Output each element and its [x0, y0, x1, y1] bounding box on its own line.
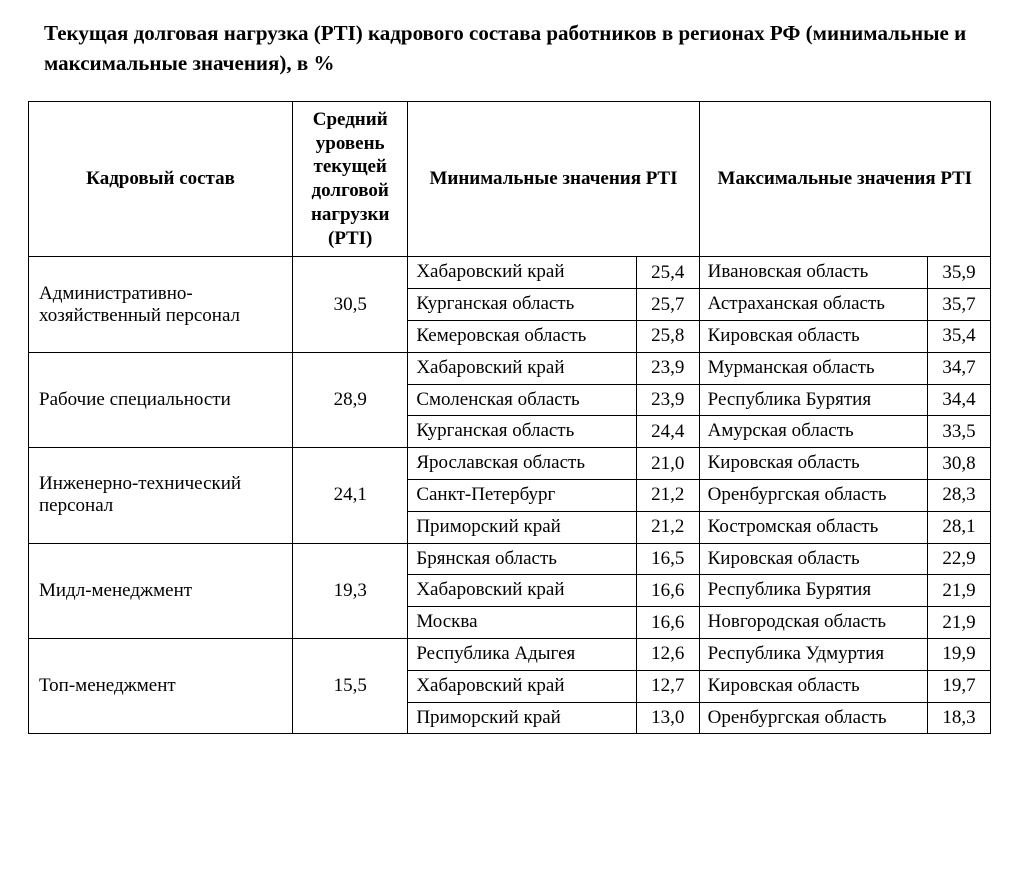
cell-min-value: 13,0 [636, 702, 699, 734]
cell-max-value: 21,9 [928, 575, 991, 607]
cell-min-region: Приморский край [408, 511, 636, 543]
cell-max-value: 18,3 [928, 702, 991, 734]
cell-max-value: 35,9 [928, 257, 991, 289]
cell-min-value: 21,0 [636, 448, 699, 480]
cell-avg: 30,5 [293, 257, 408, 352]
table-header-row: Кадровый состав Средний уровень текущей … [29, 101, 991, 257]
th-max: Максимальные значения PTI [699, 101, 990, 257]
cell-max-region: Мурманская область [699, 352, 927, 384]
cell-min-value: 12,7 [636, 670, 699, 702]
th-min: Минимальные значения PTI [408, 101, 699, 257]
cell-min-value: 21,2 [636, 511, 699, 543]
cell-max-region: Астраханская область [699, 289, 927, 321]
cell-max-value: 34,7 [928, 352, 991, 384]
cell-min-region: Республика Адыгея [408, 638, 636, 670]
table-row: Административно-хозяйственный персонал30… [29, 257, 991, 289]
cell-category: Инженерно-технический персонал [29, 448, 293, 543]
cell-min-value: 16,6 [636, 607, 699, 639]
table-row: Рабочие специальности28,9Хабаровский кра… [29, 352, 991, 384]
cell-max-region: Оренбургская область [699, 479, 927, 511]
cell-max-value: 35,4 [928, 320, 991, 352]
cell-max-region: Кировская область [699, 448, 927, 480]
cell-min-region: Смоленская область [408, 384, 636, 416]
cell-min-value: 21,2 [636, 479, 699, 511]
th-avg: Средний уровень текущей долговой нагрузк… [293, 101, 408, 257]
cell-min-value: 16,5 [636, 543, 699, 575]
cell-max-region: Республика Бурятия [699, 384, 927, 416]
cell-min-value: 25,7 [636, 289, 699, 321]
cell-category: Административно-хозяйственный персонал [29, 257, 293, 352]
cell-avg: 15,5 [293, 638, 408, 733]
cell-min-value: 23,9 [636, 384, 699, 416]
cell-min-region: Курганская область [408, 289, 636, 321]
cell-min-value: 25,8 [636, 320, 699, 352]
cell-min-value: 12,6 [636, 638, 699, 670]
table-row: Топ-менеджмент15,5Республика Адыгея12,6Р… [29, 638, 991, 670]
cell-avg: 28,9 [293, 352, 408, 447]
table-row: Инженерно-технический персонал24,1Яросла… [29, 448, 991, 480]
cell-avg: 24,1 [293, 448, 408, 543]
cell-min-region: Приморский край [408, 702, 636, 734]
cell-min-value: 25,4 [636, 257, 699, 289]
cell-min-region: Курганская область [408, 416, 636, 448]
cell-min-value: 24,4 [636, 416, 699, 448]
cell-max-region: Республика Бурятия [699, 575, 927, 607]
cell-min-value: 16,6 [636, 575, 699, 607]
cell-max-value: 21,9 [928, 607, 991, 639]
cell-max-region: Ивановская область [699, 257, 927, 289]
cell-min-region: Санкт-Петербург [408, 479, 636, 511]
cell-min-region: Хабаровский край [408, 670, 636, 702]
cell-max-region: Кировская область [699, 670, 927, 702]
table-row: Мидл-менеджмент19,3Брянская область16,5К… [29, 543, 991, 575]
cell-max-value: 34,4 [928, 384, 991, 416]
cell-max-region: Костромская область [699, 511, 927, 543]
cell-min-region: Брянская область [408, 543, 636, 575]
cell-min-region: Москва [408, 607, 636, 639]
cell-max-value: 22,9 [928, 543, 991, 575]
cell-min-region: Кемеровская область [408, 320, 636, 352]
cell-max-value: 33,5 [928, 416, 991, 448]
cell-category: Мидл-менеджмент [29, 543, 293, 638]
cell-max-region: Республика Удмуртия [699, 638, 927, 670]
cell-min-region: Хабаровский край [408, 352, 636, 384]
cell-category: Топ-менеджмент [29, 638, 293, 733]
cell-max-region: Амурская область [699, 416, 927, 448]
cell-min-region: Хабаровский край [408, 575, 636, 607]
cell-category: Рабочие специальности [29, 352, 293, 447]
th-category: Кадровый состав [29, 101, 293, 257]
cell-max-value: 19,7 [928, 670, 991, 702]
cell-max-region: Кировская область [699, 320, 927, 352]
cell-min-region: Хабаровский край [408, 257, 636, 289]
cell-min-value: 23,9 [636, 352, 699, 384]
cell-max-region: Оренбургская область [699, 702, 927, 734]
cell-max-value: 19,9 [928, 638, 991, 670]
cell-max-region: Кировская область [699, 543, 927, 575]
cell-max-value: 28,3 [928, 479, 991, 511]
cell-avg: 19,3 [293, 543, 408, 638]
cell-max-value: 28,1 [928, 511, 991, 543]
page-title: Текущая долговая нагрузка (PTI) кадровог… [28, 18, 991, 79]
cell-max-region: Новгородская область [699, 607, 927, 639]
cell-max-value: 30,8 [928, 448, 991, 480]
cell-min-region: Ярославская область [408, 448, 636, 480]
cell-max-value: 35,7 [928, 289, 991, 321]
pti-table: Кадровый состав Средний уровень текущей … [28, 101, 991, 734]
